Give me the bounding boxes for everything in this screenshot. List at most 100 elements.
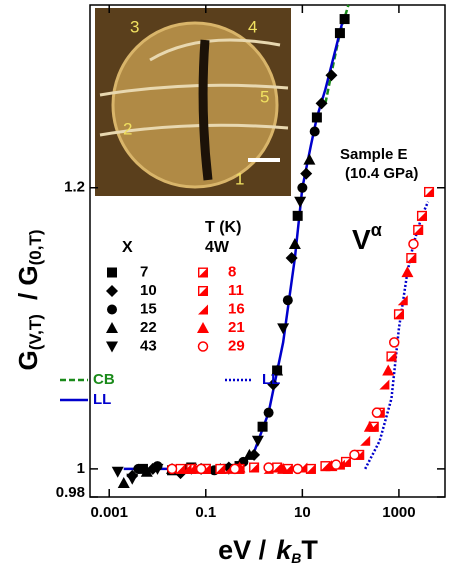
marker (349, 449, 360, 461)
legend-label: 15 (140, 300, 157, 317)
legend-label: 16 (228, 300, 245, 317)
marker (297, 182, 308, 193)
marker (393, 309, 404, 320)
annotation-part: V (352, 224, 371, 255)
legend-label: LL (93, 391, 111, 408)
marker-fill (416, 210, 427, 221)
marker (257, 421, 268, 432)
x-tick-label: 10 (294, 504, 311, 521)
inset-label: 2 (123, 119, 132, 138)
marker (181, 463, 192, 474)
marker (303, 153, 316, 165)
marker (243, 448, 256, 460)
marker (117, 476, 130, 488)
marker (334, 28, 345, 39)
x-axis-title: eV / kBT (218, 535, 318, 566)
legend-label: 10 (140, 282, 157, 299)
marker (107, 267, 117, 278)
marker (285, 252, 298, 265)
marker (388, 337, 400, 348)
marker (325, 69, 338, 82)
marker (371, 407, 383, 418)
marker (330, 459, 342, 470)
x-axis-title-part: T (301, 535, 318, 565)
marker (215, 463, 226, 474)
marker (277, 462, 290, 474)
marker-fill (406, 253, 417, 264)
y-tick-label: 1.2 (64, 179, 85, 196)
marker-fill (215, 463, 226, 474)
marker (197, 286, 208, 297)
marker-fill (424, 186, 435, 197)
marker (292, 210, 303, 221)
legend-label: 11 (228, 282, 244, 299)
x-axis-title-part: k (276, 535, 293, 565)
x-tick-label: 1000 (382, 504, 415, 521)
inset-photo (95, 8, 291, 196)
marker (106, 322, 118, 333)
marker (300, 167, 313, 180)
marker (360, 435, 371, 446)
marker-fill (305, 463, 316, 474)
marker (397, 295, 408, 306)
annotation: Vα (352, 220, 382, 256)
inset-sample-strip (198, 39, 213, 181)
marker-fill (198, 267, 208, 278)
marker (408, 238, 419, 250)
y-axis-title: G(V,T) / G(0,T) (13, 229, 46, 370)
legend-label: LL (262, 371, 280, 388)
marker (111, 466, 124, 478)
x-tick-label: 0.1 (195, 504, 216, 521)
marker (315, 97, 328, 110)
marker (251, 435, 264, 447)
marker (195, 463, 207, 475)
marker (379, 379, 390, 390)
x-tick-label: 0.001 (90, 504, 128, 521)
marker (197, 341, 209, 352)
marker (249, 462, 260, 473)
marker (140, 465, 153, 477)
marker (263, 407, 274, 418)
marker (363, 420, 376, 432)
y-tick-label: 1 (77, 460, 85, 477)
inset-label: 1 (235, 169, 244, 188)
y-axis-title-part: (V,T) (26, 314, 45, 350)
marker (294, 196, 307, 208)
marker-fill (393, 309, 404, 320)
inset-sample (111, 21, 279, 189)
legend-label: CB (93, 371, 115, 388)
marker (107, 304, 117, 315)
annotation: (10.4 GPa) (345, 165, 418, 182)
marker (401, 266, 414, 278)
inset-label: 4 (248, 17, 257, 36)
marker-fill (386, 351, 397, 362)
y-axis-title-part: (0,T) (26, 229, 45, 265)
legend-title: T (K) (205, 219, 241, 236)
annotation-part: α (371, 220, 382, 240)
marker (166, 463, 178, 475)
marker-fill (198, 286, 208, 296)
marker (277, 323, 290, 335)
marker (309, 126, 320, 137)
marker (382, 364, 395, 376)
y-axis-title-part: G (13, 350, 43, 370)
annotation: Sample E (340, 146, 408, 163)
legend-label: 43 (140, 337, 157, 354)
marker (271, 364, 284, 376)
marker-fill (249, 462, 260, 473)
marker (106, 285, 118, 297)
plot-frame (89, 4, 446, 498)
inset-wire (99, 123, 289, 137)
inset-label: 3 (130, 17, 139, 36)
marker (106, 341, 118, 353)
legend-label: 7 (140, 263, 148, 280)
x-axis-title-part: eV / (218, 535, 267, 565)
legend-label: 8 (228, 263, 236, 280)
marker (305, 463, 316, 474)
legend-group: X (122, 239, 133, 256)
inset-label: 5 (260, 87, 269, 106)
y-tick-label: 0.98 (56, 484, 85, 501)
x-axis-title-part: B (291, 550, 301, 566)
marker (288, 237, 301, 249)
